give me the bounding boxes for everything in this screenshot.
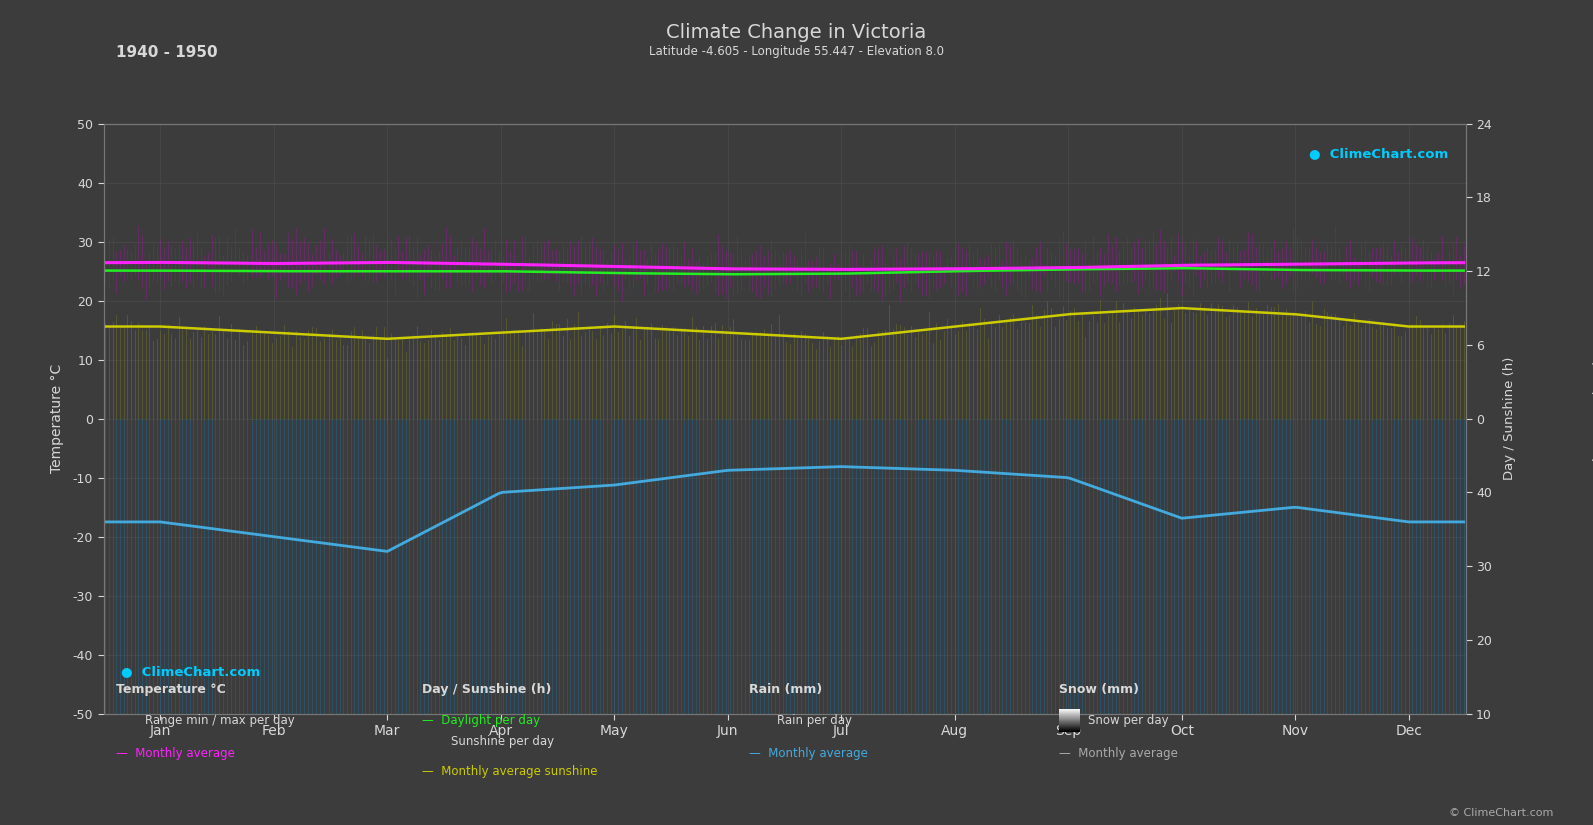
Text: Rain per day: Rain per day (777, 714, 852, 727)
Y-axis label: Day / Sunshine (h)





Rain / Snow (mm): Day / Sunshine (h) Rain / Snow (mm) (1502, 357, 1593, 480)
Text: Latitude -4.605 - Longitude 55.447 - Elevation 8.0: Latitude -4.605 - Longitude 55.447 - Ele… (648, 45, 945, 59)
Text: Sunshine per day: Sunshine per day (451, 735, 554, 748)
Text: ●  ClimeChart.com: ● ClimeChart.com (1309, 148, 1448, 160)
Text: Snow per day: Snow per day (1088, 714, 1169, 727)
Text: Snow (mm): Snow (mm) (1059, 683, 1139, 696)
Text: 1940 - 1950: 1940 - 1950 (116, 45, 218, 60)
Text: Climate Change in Victoria: Climate Change in Victoria (666, 23, 927, 42)
Text: Range min / max per day: Range min / max per day (145, 714, 295, 727)
Text: Temperature °C: Temperature °C (116, 683, 226, 696)
Text: —  Daylight per day: — Daylight per day (422, 714, 540, 727)
Text: —  Monthly average: — Monthly average (1059, 747, 1179, 760)
Text: —  Monthly average: — Monthly average (116, 747, 236, 760)
Text: —  Monthly average sunshine: — Monthly average sunshine (422, 765, 597, 778)
Text: ●  ClimeChart.com: ● ClimeChart.com (121, 665, 260, 678)
Text: Rain (mm): Rain (mm) (749, 683, 822, 696)
Text: © ClimeChart.com: © ClimeChart.com (1448, 808, 1553, 818)
Text: Day / Sunshine (h): Day / Sunshine (h) (422, 683, 551, 696)
Y-axis label: Temperature °C: Temperature °C (51, 364, 64, 474)
Text: —  Monthly average: — Monthly average (749, 747, 868, 760)
